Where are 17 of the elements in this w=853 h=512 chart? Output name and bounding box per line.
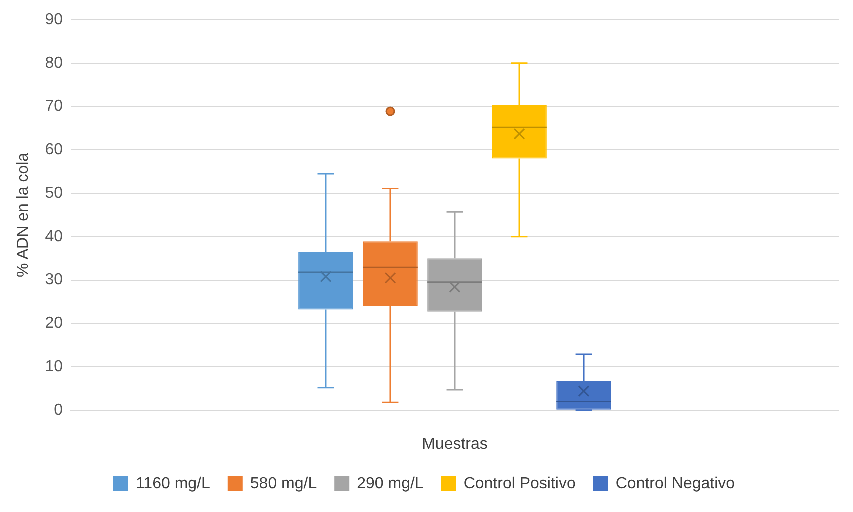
y-tick-label: 80 [45,54,64,72]
y-tick-label: 0 [54,402,64,419]
y-tick-label: 40 [45,228,64,246]
y-tick-label: 20 [45,315,64,332]
y-tick-label: 70 [45,98,64,116]
y-axis-title: % ADN en la cola [15,152,32,278]
y-tick-label: 10 [45,358,64,376]
y-tick-label: 50 [45,184,64,202]
y-tick-label: 90 [45,11,64,28]
legend-label: 580 mg/L [250,475,318,492]
y-tick-label: 60 [45,142,64,159]
legend-label: 290 mg/L [357,475,424,492]
y-tick-label: 30 [45,272,64,289]
legend-label: Control Negativo [616,475,736,492]
legend-label: 1160 mg/L [136,475,210,492]
x-axis-title: Muestras [422,436,488,453]
legend-label: Control Positivo [464,475,576,492]
